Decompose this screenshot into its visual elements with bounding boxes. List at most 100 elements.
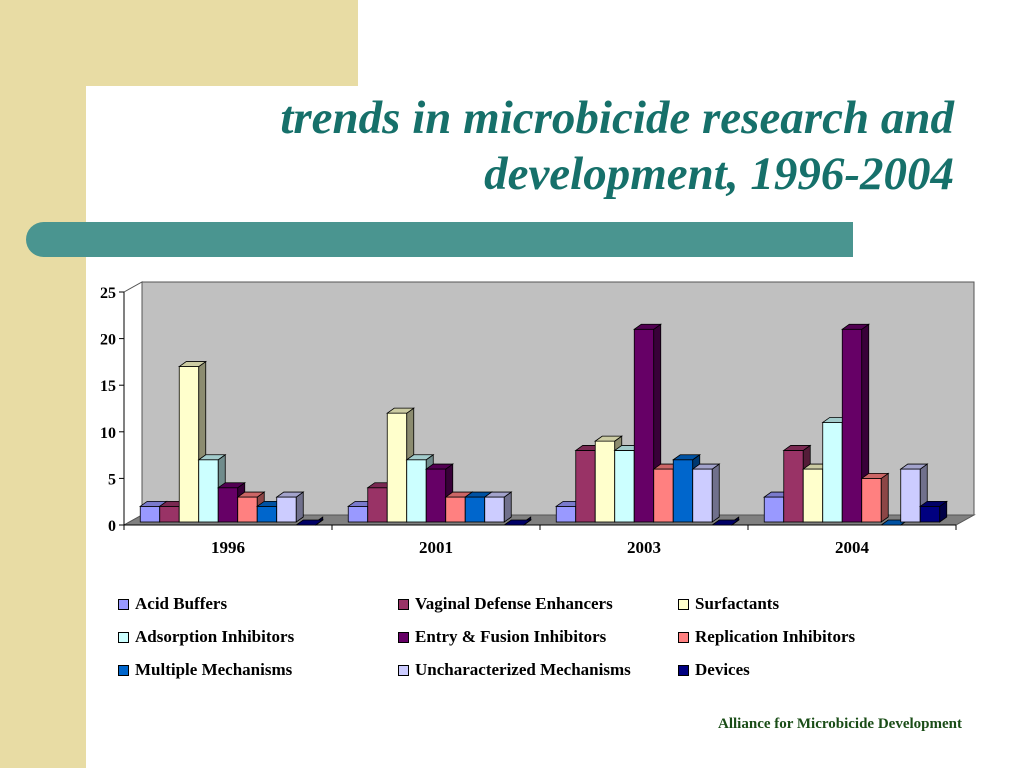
footer-credit: Alliance for Microbicide Development [718, 716, 962, 732]
bar-top [711, 519, 740, 526]
x-tick-label: 2001 [419, 538, 453, 557]
bar [484, 496, 505, 523]
bar-top [386, 407, 415, 414]
bar [178, 366, 200, 523]
bar [672, 459, 694, 523]
legend-label: Entry & Fusion Inhibitors [415, 627, 607, 646]
bar-top [405, 454, 435, 461]
legend-swatch [678, 664, 689, 676]
bar [594, 440, 616, 523]
bar [919, 505, 941, 523]
bar [555, 505, 577, 523]
y-tick-label: 0 [108, 518, 116, 535]
bar [276, 496, 297, 523]
bar [406, 459, 427, 523]
y-tick-label: 20 [100, 332, 116, 349]
bar [256, 505, 278, 523]
legend-item: Vaginal Defense Enhancers [398, 594, 613, 614]
legend-swatch [398, 631, 409, 643]
bar [633, 328, 655, 523]
bar-top [672, 454, 701, 461]
bar-side [880, 472, 889, 523]
bar [237, 496, 258, 523]
legend-swatch [118, 631, 129, 643]
legend-swatch [398, 598, 409, 610]
legend-label: Multiple Mechanisms [135, 660, 293, 679]
bar [139, 505, 161, 523]
top-accent [0, 0, 358, 86]
legend-label: Uncharacterized Mechanisms [415, 660, 631, 679]
y-tick-label: 10 [100, 425, 116, 442]
bar [367, 487, 388, 523]
bar-top [275, 491, 305, 498]
bar [763, 496, 785, 523]
legend-item: Entry & Fusion Inhibitors [398, 627, 606, 647]
bar [159, 505, 180, 523]
bar [386, 412, 408, 523]
bar [692, 468, 713, 523]
y-tick-label: 15 [100, 378, 116, 395]
bar [900, 468, 921, 523]
legend-item: Surfactants [678, 594, 779, 614]
legend-swatch [118, 598, 129, 610]
legend-item: Acid Buffers [118, 594, 227, 614]
bar [198, 459, 219, 523]
bar [841, 328, 863, 523]
x-tick-label: 2003 [627, 538, 661, 557]
bar [822, 422, 843, 523]
bar [445, 496, 466, 523]
sidebar-accent [0, 0, 86, 768]
legend-label: Devices [695, 660, 750, 679]
legend-label: Surfactants [695, 594, 780, 613]
bar [425, 468, 447, 523]
title-line-2: development, 1996-2004 [484, 148, 954, 200]
legend-swatch [678, 631, 689, 643]
legend-label: Acid Buffers [135, 594, 228, 613]
bar-top [503, 519, 532, 526]
bar-top [178, 361, 207, 367]
bar-top [782, 445, 812, 451]
legend-item: Uncharacterized Mechanisms [398, 660, 631, 680]
x-tick-label: 1996 [211, 538, 245, 557]
bar [802, 468, 824, 523]
bar-top [633, 323, 662, 330]
legend-label: Adsorption Inhibitors [135, 627, 295, 646]
bar-top [236, 491, 266, 498]
bar-side [711, 463, 720, 523]
legend-item: Replication Inhibitors [678, 627, 855, 647]
bar [861, 477, 882, 523]
bar-top [841, 323, 870, 330]
legend-item: Adsorption Inhibitors [118, 627, 294, 647]
title-line-1: trends in microbicide research and [280, 92, 954, 144]
plot-side-wall [123, 281, 143, 526]
bar [614, 450, 635, 523]
slide-title: trends in microbicide research and devel… [154, 90, 954, 202]
bar-top [860, 472, 890, 479]
legend-label: Vaginal Defense Enhancers [415, 594, 613, 613]
bar-top [919, 500, 948, 507]
legend-swatch [678, 598, 689, 610]
legend-swatch [398, 664, 409, 676]
bar-top [594, 435, 623, 442]
legend-item: Multiple Mechanisms [118, 660, 292, 680]
bar [217, 487, 239, 523]
x-tick-label: 2004 [835, 538, 870, 557]
legend-swatch [118, 664, 129, 676]
bar [653, 468, 674, 523]
bar [783, 450, 804, 523]
bar-top [425, 463, 454, 470]
bar-top [691, 463, 721, 470]
bar-top [483, 491, 513, 498]
bar-top [295, 519, 324, 526]
title-divider-bar [26, 222, 853, 257]
bar-top [899, 463, 929, 470]
bar [347, 505, 369, 523]
legend-item: Devices [678, 660, 750, 680]
bar-top [217, 482, 246, 489]
bar [575, 450, 596, 523]
y-tick-label: 5 [108, 471, 116, 488]
bar-top [197, 454, 227, 461]
y-tick-label: 25 [100, 285, 116, 302]
legend-label: Replication Inhibitors [695, 627, 856, 646]
